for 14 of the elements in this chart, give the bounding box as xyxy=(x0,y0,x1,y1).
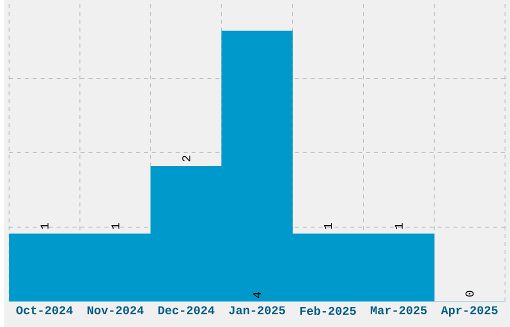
data-label: 2 xyxy=(182,156,190,162)
x-tick-label: Oct-2024 xyxy=(16,306,73,314)
data-label: 0 xyxy=(466,290,474,296)
data-label: 1 xyxy=(394,222,403,229)
x-tick-label: Jan-2025 xyxy=(229,306,286,314)
data-label: 1 xyxy=(324,222,332,229)
data-label: 1 xyxy=(40,222,48,229)
x-tick-label: Apr-2025 xyxy=(441,306,498,316)
x-tick-label: Feb-2025 xyxy=(300,306,356,315)
x-tick-label: Nov-2024 xyxy=(88,306,144,314)
x-tick-label: Mar-2025 xyxy=(370,306,427,314)
data-label: 1 xyxy=(111,222,120,229)
data-label: 4 xyxy=(253,292,261,298)
x-tick-label: Dec-2024 xyxy=(158,306,214,314)
